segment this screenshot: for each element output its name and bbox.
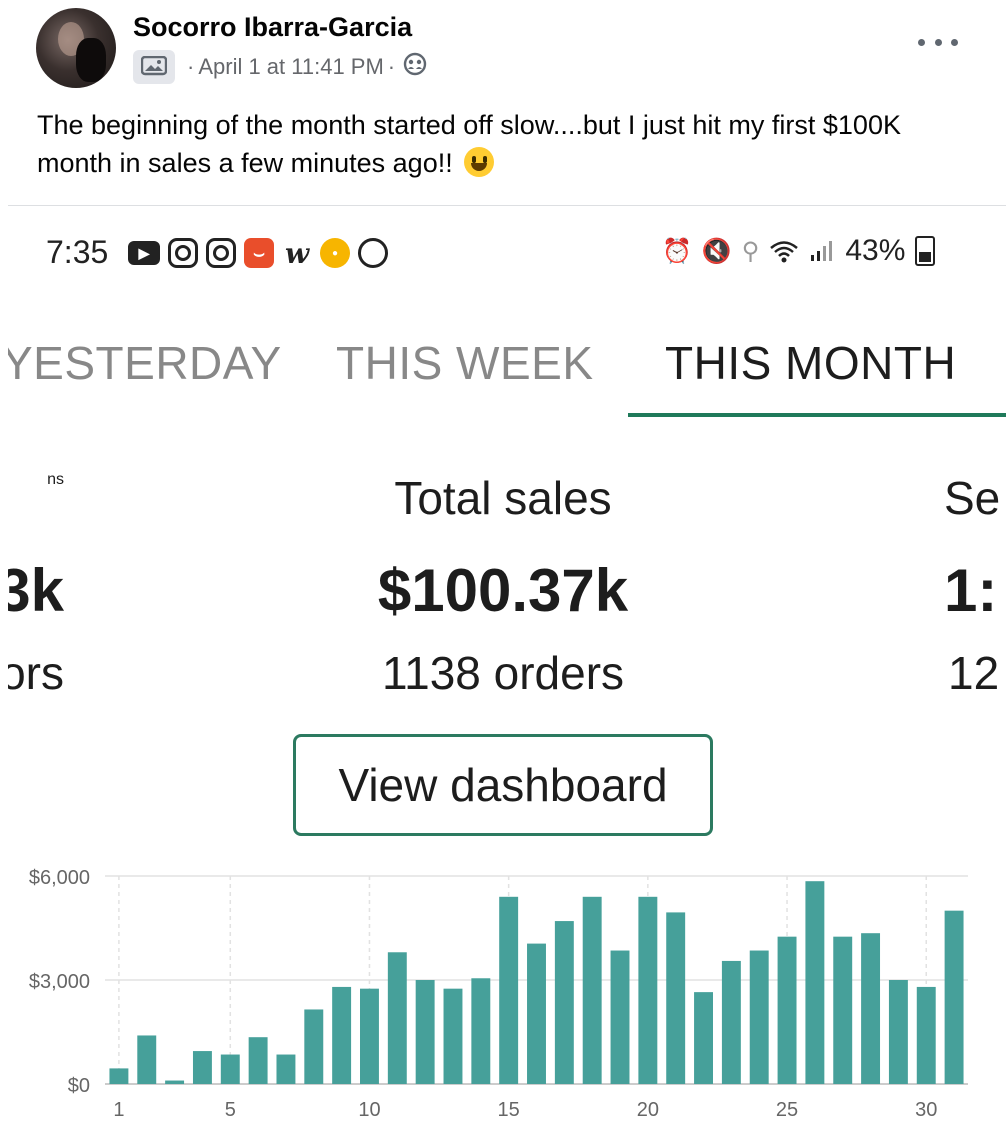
active-tab-indicator bbox=[628, 413, 1006, 417]
bar-day-28 bbox=[861, 933, 881, 1084]
author-name[interactable]: Socorro Ibarra-Garcia bbox=[133, 12, 413, 42]
metric-left-label: ns bbox=[47, 471, 64, 488]
bar-day-9 bbox=[332, 986, 352, 1084]
grinning-emoji bbox=[464, 147, 495, 177]
bar-day-21 bbox=[666, 912, 686, 1084]
x-tick-label: 10 bbox=[358, 1099, 380, 1121]
battery-icon bbox=[915, 236, 936, 266]
metric-left-value: 3k bbox=[8, 557, 64, 624]
bar-day-5 bbox=[220, 1054, 240, 1084]
caption-text: The beginning of the month started off s… bbox=[37, 110, 901, 178]
bar-day-4 bbox=[192, 1051, 212, 1084]
bar-day-24 bbox=[749, 950, 769, 1084]
y-tick-label: $0 bbox=[68, 1075, 90, 1097]
youtube-icon: ▶ bbox=[128, 241, 160, 265]
bar-day-22 bbox=[694, 992, 713, 1084]
tab-this-week[interactable]: THIS WEEK bbox=[336, 337, 594, 389]
period-tabs: YESTERDAY THIS WEEK THIS MONTH bbox=[8, 316, 1006, 417]
metric-right-sub: 12 bbox=[948, 647, 1000, 699]
bar-day-17 bbox=[554, 921, 574, 1084]
y-tick-label: $3,000 bbox=[29, 971, 90, 993]
bar-day-29 bbox=[888, 980, 908, 1084]
bar-day-3 bbox=[165, 1080, 185, 1084]
total-sales-label: Total sales bbox=[394, 472, 612, 524]
bar-day-16 bbox=[527, 943, 546, 1084]
bar-day-12 bbox=[415, 980, 435, 1084]
bar-day-27 bbox=[833, 936, 853, 1084]
bar-day-15 bbox=[499, 896, 519, 1084]
more-options-icon[interactable] bbox=[918, 30, 958, 54]
post-header: Socorro Ibarra-Garcia · April 1 at 11:41… bbox=[0, 0, 1006, 205]
instagram-icon bbox=[206, 238, 236, 268]
instagram-icon bbox=[168, 238, 198, 268]
alarm-icon: ⏰ bbox=[662, 237, 692, 265]
aliexpress-icon: ⌣ bbox=[244, 238, 274, 268]
post-meta: · April 1 at 11:41 PM · bbox=[133, 50, 427, 84]
total-sales-value: $100.37k bbox=[377, 557, 629, 624]
x-tick-label: 15 bbox=[498, 1099, 520, 1121]
bar-day-8 bbox=[304, 1009, 324, 1084]
signal-icon bbox=[811, 241, 833, 261]
location-icon: ⚲ bbox=[741, 237, 760, 265]
metric-left-sub: ors bbox=[8, 647, 64, 699]
author-avatar[interactable] bbox=[36, 8, 116, 88]
bar-day-23 bbox=[721, 960, 741, 1084]
mute-icon: 🔇 bbox=[701, 237, 732, 265]
photo-memory-icon bbox=[133, 50, 175, 84]
shared-phone-screenshot[interactable]: 7:35 ▶ ⌣ w ● ⏰ 🔇 ⚲ 43% YESTERDAY THIS WE… bbox=[8, 205, 1006, 1131]
x-tick-label: 25 bbox=[776, 1099, 798, 1121]
status-time: 7:35 bbox=[46, 234, 109, 270]
status-right: ⏰ 🔇 ⚲ 43% bbox=[662, 234, 936, 268]
bar-day-30 bbox=[916, 986, 936, 1084]
bar-day-2 bbox=[137, 1035, 157, 1084]
y-tick-label: $6,000 bbox=[29, 867, 90, 889]
bar-day-18 bbox=[582, 896, 602, 1084]
bar-day-26 bbox=[805, 881, 825, 1084]
view-dashboard-button[interactable]: View dashboard bbox=[293, 734, 713, 836]
bar-day-6 bbox=[248, 1037, 268, 1084]
x-tick-label: 30 bbox=[915, 1099, 937, 1121]
bar-day-19 bbox=[610, 950, 630, 1084]
total-orders: 1138 orders bbox=[381, 647, 625, 699]
x-tick-label: 5 bbox=[225, 1099, 236, 1121]
x-tick-label: 1 bbox=[113, 1099, 124, 1121]
notification-icons: ▶ ⌣ w ● bbox=[128, 236, 388, 270]
bar-day-25 bbox=[777, 936, 797, 1084]
metric-right-value: 1: bbox=[944, 557, 998, 624]
tab-yesterday[interactable]: YESTERDAY bbox=[8, 337, 282, 389]
app-icon bbox=[358, 238, 388, 268]
tab-this-month[interactable]: THIS MONTH bbox=[665, 337, 957, 389]
app-icon: ● bbox=[320, 238, 350, 268]
bar-day-10 bbox=[360, 988, 379, 1084]
wifi-icon bbox=[770, 241, 799, 263]
friends-audience-icon[interactable] bbox=[403, 52, 427, 82]
separator: · bbox=[187, 54, 195, 79]
bar-day-13 bbox=[443, 988, 463, 1084]
post-date[interactable]: April 1 at 11:41 PM bbox=[198, 54, 384, 79]
post-caption: The beginning of the month started off s… bbox=[37, 106, 977, 182]
battery-percent: 43% bbox=[845, 234, 906, 267]
bar-day-20 bbox=[638, 896, 658, 1084]
bar-day-7 bbox=[276, 1054, 296, 1084]
wish-icon: w bbox=[284, 236, 310, 270]
separator: · bbox=[387, 54, 396, 79]
metric-right-label: Se bbox=[944, 472, 1001, 524]
x-tick-label: 20 bbox=[637, 1099, 659, 1121]
bar-day-11 bbox=[387, 952, 407, 1084]
bar-day-1 bbox=[109, 1068, 129, 1084]
bar-day-31 bbox=[944, 910, 964, 1084]
bar-day-14 bbox=[471, 978, 491, 1084]
